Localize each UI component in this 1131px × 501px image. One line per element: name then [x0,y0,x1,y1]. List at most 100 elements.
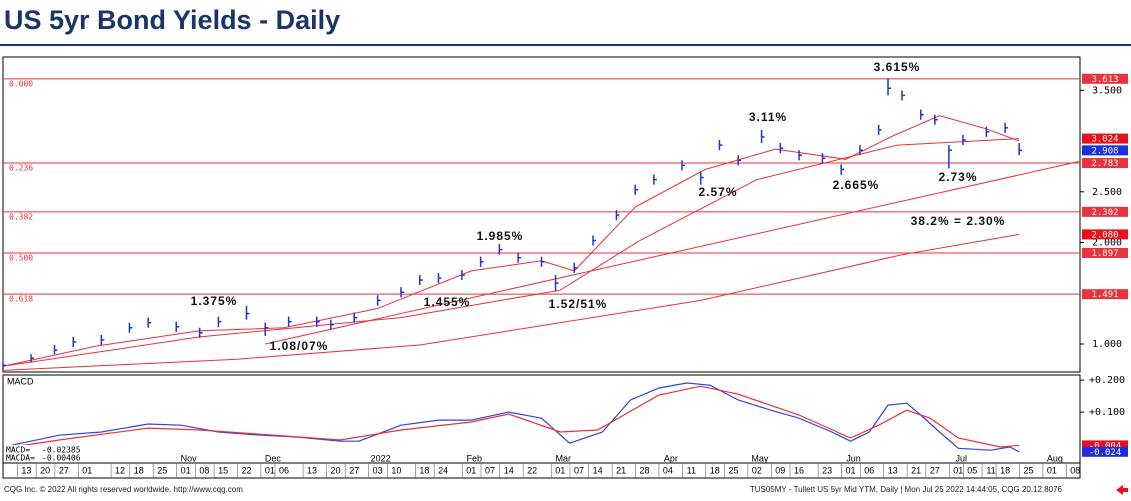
x-tick-label: 01 [953,465,963,475]
price-marker-label: 2.908 [1091,146,1118,156]
x-tick-label: 07 [485,465,495,475]
annotation: 38.2% = 2.30% [911,214,1006,228]
price-marker-label: 2.302 [1091,208,1118,218]
legend-name: MACD= [6,446,30,455]
x-tick-label: 12 [115,465,125,475]
x-tick-label: 05 [967,465,977,475]
price-marker-box [1082,247,1128,258]
price-marker-label: 3.613 [1091,75,1118,85]
fib-ratio-label: 0.000 [9,79,33,88]
month-label: May [751,453,769,463]
price-panel [2,56,1081,373]
macd-line [12,382,1020,453]
x-tick-label: 22 [241,465,251,475]
x-tick-label: 07 [574,465,584,475]
x-tick-label: 20 [40,465,50,475]
fib-ratio-label: 0.236 [9,164,33,173]
x-tick-label: 20 [330,465,340,475]
annotation: 3.11% [749,110,787,124]
y-tick-label: 1.000 [1092,339,1122,350]
x-tick-label: 18 [1000,465,1010,475]
x-tick-label: 01 [265,465,275,475]
x-tick-label: 10 [391,465,401,475]
price-marker-label: 2.080 [1091,230,1118,240]
y-tick-label: +0.200 [1089,375,1125,386]
footer-left: CQG Inc. © 2022 All rights reserved worl… [4,485,243,494]
month-label: Apr [664,453,678,463]
price-marker-label: 3.024 [1091,135,1118,145]
x-tick-label: 11 [986,465,995,475]
x-tick-label: 23 [822,465,832,475]
moving-average-line [2,138,1020,367]
moving-average-line [2,233,1020,371]
price-marker-label: 1.897 [1091,249,1118,259]
month-label: Jun [846,453,861,463]
legend-name: MACDA= [6,454,35,463]
annotation: 1.08/07% [270,339,329,353]
x-tick-label: 01 [846,465,856,475]
price-marker-label: -0.004 [1089,441,1122,451]
x-tick-label: 27 [59,465,69,475]
x-tick-label: 16 [794,465,804,475]
x-tick-label: 08 [199,465,209,475]
panel-title: MACD [7,376,34,386]
x-tick-label: 13 [21,465,31,475]
fib-ratio-label: 0.382 [9,212,33,221]
x-tick-label: 22 [527,465,537,475]
x-tick-label: 25 [1023,465,1033,475]
footer-right: TUS05MY - Tullett US 5yr Mid YTM, Daily … [750,485,1063,494]
price-marker-box [1082,446,1128,457]
annotation: 2.665% [833,178,880,192]
x-tick-label: 21 [616,465,626,475]
price-marker-box [1082,440,1128,451]
x-tick-label: 03 [373,465,383,475]
x-tick-label: 04 [663,465,673,475]
y-tick-label: 2.000 [1092,238,1122,249]
annotation: 1.52/51% [549,297,608,311]
x-tick-label: 25 [728,465,738,475]
price-marker-box [1082,229,1128,240]
price-marker-label: -0.024 [1089,448,1122,458]
macd-line [12,385,1020,448]
x-tick-label: 27 [349,465,359,475]
x-tick-label: 06 [864,465,874,475]
month-label: Feb [467,453,483,463]
fib-ratio-label: 0.500 [9,253,33,262]
price-marker-box [1082,73,1128,84]
annotation: 2.73% [938,170,977,184]
month-label: 2022 [371,453,391,463]
page-title: US 5yr Bond Yields - Daily [4,5,340,35]
fib-ratio-label: 0.618 [9,295,33,304]
x-tick-label: 09 [775,465,785,475]
moving-average-line [2,115,1020,367]
x-tick-label: 24 [438,465,448,475]
x-tick-label: 28 [640,465,650,475]
x-tick-label: 27 [930,465,940,475]
x-tick-label: 01 [181,465,191,475]
back-arrow-icon [1116,485,1128,495]
x-tick-label: 18 [134,465,144,475]
month-label: Dec [265,453,282,463]
annotation: 1.455% [424,295,471,309]
legend-value: -0.02385 [42,446,81,455]
annotation: 2.57% [698,185,737,199]
x-tick-label: 01 [1047,465,1057,475]
price-marker-label: 1.491 [1091,290,1118,300]
price-marker-box [1082,206,1128,217]
month-label: Aug [1047,453,1063,463]
x-tick-label: 13 [888,465,898,475]
x-tick-label: 14 [593,465,603,475]
x-tick-label: 15 [218,465,228,475]
x-tick-label: 06 [279,465,289,475]
date-axis [2,462,1081,479]
month-label: Nov [181,453,198,463]
price-marker-box [1082,158,1128,169]
x-tick-label: 01 [466,465,476,475]
price-marker-box [1082,145,1128,156]
x-tick-label: 08 [1070,465,1080,475]
price-marker-box [1082,289,1128,300]
moving-average-line [265,160,1081,345]
y-tick-label: 2.500 [1092,187,1122,198]
x-tick-label: 25 [157,465,167,475]
